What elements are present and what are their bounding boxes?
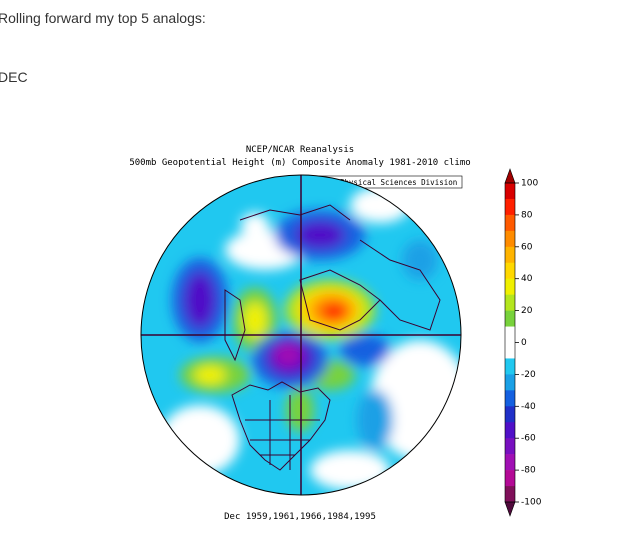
colorbar-label: 40	[521, 274, 533, 284]
colorbar-label: -20	[521, 370, 536, 380]
intro-text: Rolling forward my top 5 analogs:	[0, 10, 206, 26]
colorbar-band	[505, 438, 515, 455]
colorbar-band	[505, 374, 515, 391]
map-title: NCEP/NCAR Reanalysis	[246, 145, 354, 155]
map-border	[140, 174, 462, 496]
colorbar-band	[505, 390, 515, 407]
map-caption: Dec 1959,1961,1966,1984,1995	[224, 512, 376, 522]
colorbar-band	[505, 230, 515, 248]
colorbar-label: 20	[521, 306, 533, 316]
colorbar-band	[505, 294, 515, 311]
colorbar-label: 80	[521, 210, 533, 220]
colorbar-band	[505, 310, 515, 327]
colorbar-band	[505, 358, 515, 375]
colorbar-band	[505, 278, 515, 295]
colorbar-label: 0	[521, 338, 527, 348]
colorbar: 100 80 60 40 20 0 -20 -40 -60 -80 -100	[504, 168, 542, 517]
colorbar-band	[505, 454, 515, 471]
month-text: DEC	[0, 69, 28, 85]
colorbar-band	[505, 422, 515, 439]
colorbar-band	[505, 486, 515, 503]
colorbar-band	[505, 214, 515, 232]
map-source: NOAA/ESRL Physical Sciences Division	[295, 178, 458, 187]
colorbar-band	[505, 246, 515, 264]
colorbar-label: -80	[521, 466, 536, 476]
map-field	[141, 175, 461, 495]
colorbar-band	[505, 326, 515, 343]
colorbar-arrow	[504, 168, 516, 184]
colorbar-label: 100	[521, 179, 538, 189]
colorbar-label: 60	[521, 242, 533, 252]
colorbar-label: -40	[521, 402, 536, 412]
colorbar-band	[505, 342, 515, 359]
map-title: 500mb Geopotential Height (m) Composite …	[129, 158, 470, 168]
colorbar-label: -60	[521, 434, 536, 444]
colorbar-band	[505, 183, 515, 200]
colorbar-band	[505, 470, 515, 487]
colorbar-band	[505, 262, 515, 279]
colorbar-arrow	[504, 501, 516, 517]
colorbar-band	[505, 198, 515, 216]
colorbar-band	[505, 406, 515, 423]
colorbar-label: -100	[521, 498, 542, 508]
